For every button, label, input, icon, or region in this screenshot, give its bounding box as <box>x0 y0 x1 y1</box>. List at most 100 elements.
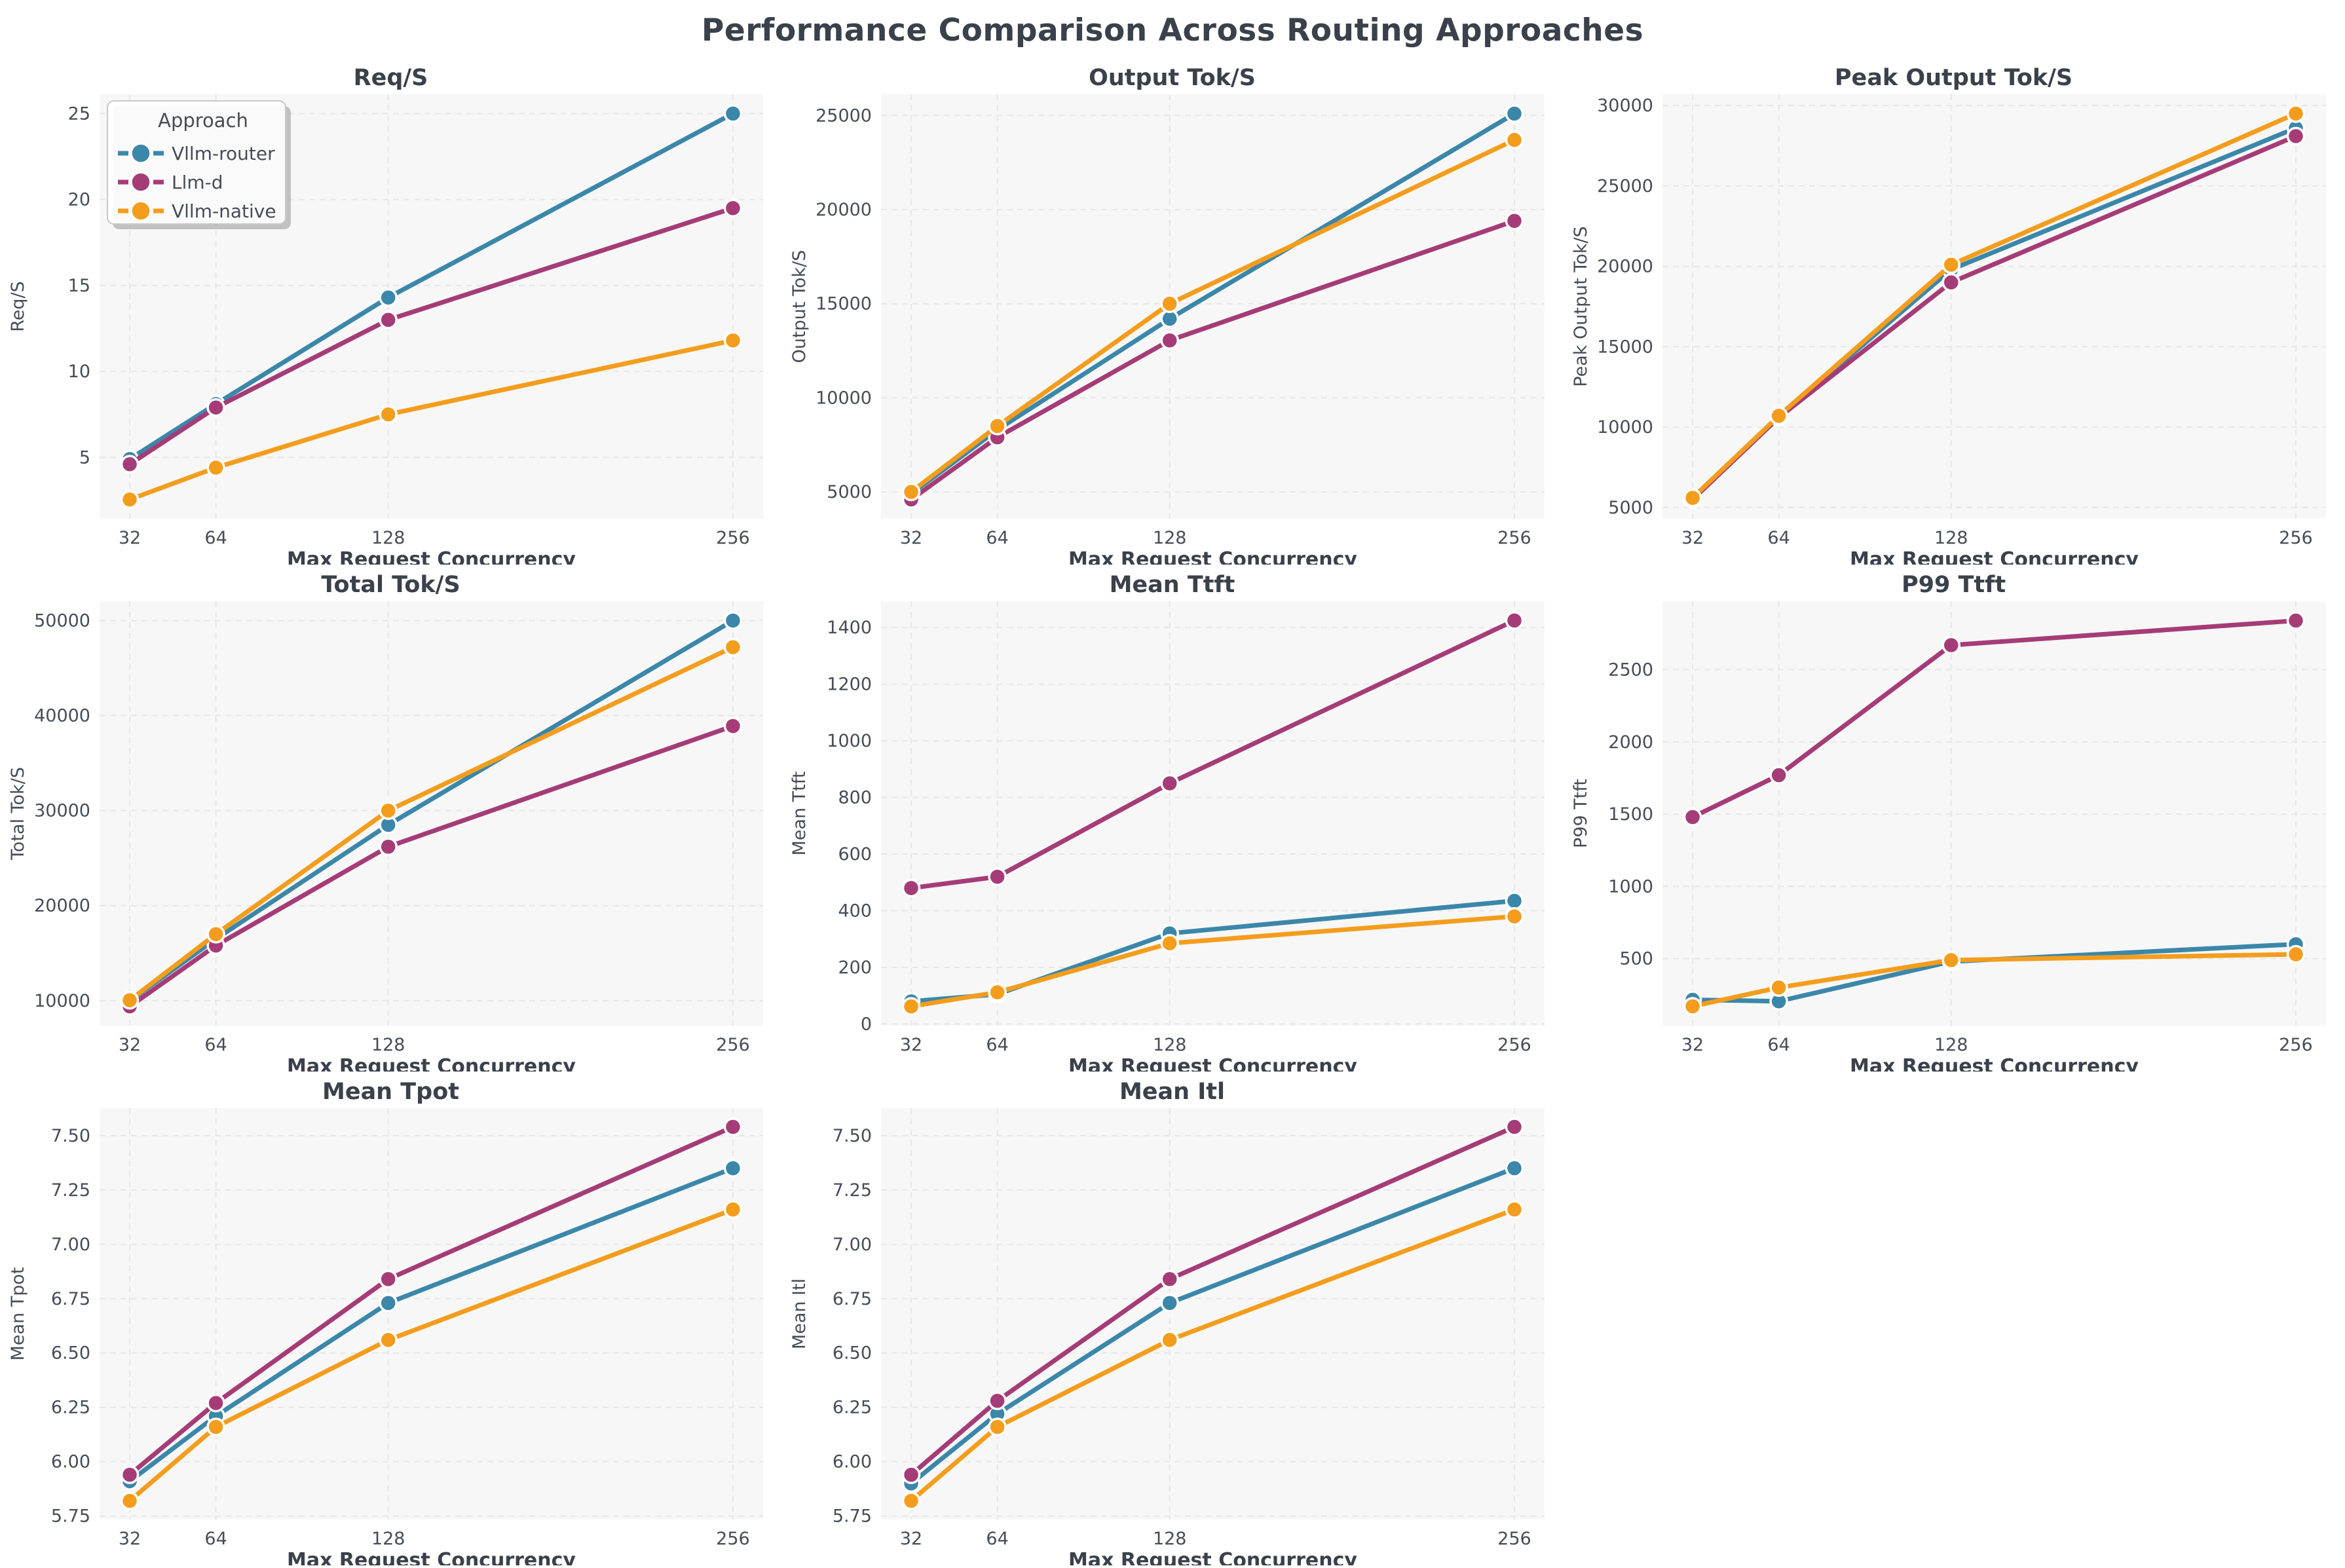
x-tick-label: 256 <box>1497 1035 1531 1055</box>
series-line-llm-d <box>909 618 1517 891</box>
y-axis-label: Output Tok/S <box>789 250 810 364</box>
marker-vllm-native <box>206 1417 225 1436</box>
x-tick-label: 32 <box>900 1035 922 1055</box>
y-axis-label: P99 Ttft <box>1571 779 1591 848</box>
marker-llm-d <box>379 837 398 857</box>
series-line-vllm-native <box>1690 111 2298 500</box>
y-tick-label: 0 <box>861 1014 872 1034</box>
marker-vllm-router <box>723 611 743 630</box>
chart-svg-mean-tpot: Mean Tpot Mean Tpot Max Request Concurrenc… <box>8 1079 763 1568</box>
y-tick-label: 1500 <box>1608 804 1653 825</box>
y-tick-label: 7.25 <box>51 1180 90 1201</box>
series-line-vllm-native <box>909 138 1517 495</box>
gridlines <box>1662 94 2326 519</box>
marker-vllm-router <box>379 1294 398 1313</box>
plot-area <box>1662 94 2326 519</box>
y-tick-label: 10 <box>68 362 90 382</box>
x-tick-label: 256 <box>716 528 750 548</box>
chart-mean-tpot: Mean Tpot Mean Tpot Max Request Concurrenc… <box>0 1074 781 1568</box>
marker-llm-d <box>379 1269 398 1289</box>
legend-marker-llm-d <box>130 171 152 193</box>
y-axis-label: Peak Output Tok/S <box>1571 226 1591 386</box>
marker-vllm-native <box>1505 130 1524 149</box>
marker-llm-d <box>723 717 743 736</box>
marker-vllm-native <box>988 982 1007 1002</box>
plot-area <box>881 1108 1545 1520</box>
legend-title: Approach <box>158 109 248 132</box>
marker-vllm-native <box>206 925 225 944</box>
y-tick-label: 2000 <box>1608 732 1653 753</box>
chart-title: Mean Ttft <box>1110 572 1235 598</box>
marker-vllm-native <box>988 417 1007 436</box>
marker-vllm-native <box>120 490 140 509</box>
y-tick-label: 1000 <box>827 731 872 751</box>
y-tick-label: 10000 <box>816 388 872 408</box>
x-axis-label: Max Request Concurrency <box>1850 1055 2139 1072</box>
x-tick-label: 256 <box>2279 1035 2313 1055</box>
y-tick-label: 6.00 <box>833 1452 872 1472</box>
y-tick-label: 20000 <box>816 200 872 220</box>
marker-vllm-native <box>1769 978 1788 998</box>
plot-area <box>881 601 1545 1026</box>
marker-llm-d <box>901 878 921 898</box>
legend-label: Vllm-router <box>172 143 275 164</box>
series-line-vllm-native <box>909 1207 1517 1503</box>
chart-p99-ttft: P99 Ttft P99 Ttft Max Request Concurrency 3… <box>1563 567 2344 1078</box>
marker-vllm-native <box>120 1491 140 1510</box>
x-tick-label: 128 <box>371 1035 405 1055</box>
marker-vllm-native <box>1160 1330 1179 1350</box>
x-tick-label: 128 <box>371 528 405 548</box>
y-axis-label: Req/S <box>8 281 28 332</box>
marker-llm-d <box>988 867 1007 886</box>
marker-llm-d <box>1160 331 1179 350</box>
y-tick-label: 25000 <box>816 105 872 126</box>
x-tick-label: 32 <box>1681 1035 1704 1055</box>
y-tick-label: 5000 <box>1608 498 1653 518</box>
chart-title: Req/S <box>354 65 428 91</box>
series-line-vllm-router <box>1690 942 2298 1004</box>
chart-title: P99 Ttft <box>1902 572 2006 598</box>
x-axis-label: Max Request Concurrency <box>1850 548 2139 565</box>
marker-vllm-native <box>1769 406 1788 426</box>
x-tick-label: 256 <box>716 1529 750 1549</box>
x-tick-label: 64 <box>204 528 227 548</box>
marker-vllm-router <box>723 1159 743 1178</box>
marker-vllm-router <box>723 104 743 123</box>
marker-vllm-router <box>1505 891 1524 910</box>
legend-marker-vllm-router <box>130 142 152 164</box>
marker-vllm-router <box>379 288 398 307</box>
marker-vllm-native <box>379 1330 398 1350</box>
series-line-llm-d <box>909 1125 1517 1478</box>
chart-title: Total Tok/S <box>321 572 460 598</box>
y-tick-label: 5000 <box>827 482 872 502</box>
x-tick-label: 64 <box>1767 1035 1790 1055</box>
series-line-vllm-native <box>909 914 1517 1009</box>
x-axis-label: Max Request Concurrency <box>1068 548 1357 565</box>
y-tick-label: 600 <box>838 844 872 865</box>
series-line-vllm-router <box>127 111 736 462</box>
gridlines <box>881 601 1545 1026</box>
chart-svg-p99-ttft: P99 Ttft P99 Ttft Max Request Concurrency 3… <box>1571 572 2326 1078</box>
marker-vllm-native <box>723 331 743 350</box>
chart-output-tok-s: Output Tok/S Output Tok/S Max Request Conc… <box>781 60 1563 571</box>
y-tick-label: 30000 <box>34 801 90 821</box>
marker-vllm-native <box>1505 906 1524 926</box>
chart-svg-total-tok-s: Total Tok/S Total Tok/S Max Request Concur… <box>8 572 763 1078</box>
marker-llm-d <box>206 398 225 417</box>
y-tick-label: 6.25 <box>833 1398 872 1418</box>
y-tick-label: 6.50 <box>833 1343 872 1364</box>
marker-llm-d <box>1683 808 1702 827</box>
y-tick-label: 30000 <box>1597 96 1653 116</box>
y-tick-label: 10000 <box>34 991 90 1011</box>
y-tick-label: 7.00 <box>51 1235 90 1255</box>
x-tick-label: 64 <box>986 1529 1008 1549</box>
legend-label: Vllm-native <box>172 200 276 222</box>
x-axis-label: Max Request Concurrency <box>287 1549 576 1565</box>
chart-svg-peak-output-tok-s: Peak Output Tok/S Peak Output Tok/S Max Re… <box>1571 65 2326 571</box>
y-tick-label: 2500 <box>1608 660 1653 681</box>
y-tick-label: 6.75 <box>833 1289 872 1309</box>
y-tick-label: 7.00 <box>833 1235 872 1255</box>
y-tick-label: 15 <box>68 276 90 296</box>
y-tick-label: 7.50 <box>833 1126 872 1146</box>
marker-vllm-native <box>379 801 398 820</box>
